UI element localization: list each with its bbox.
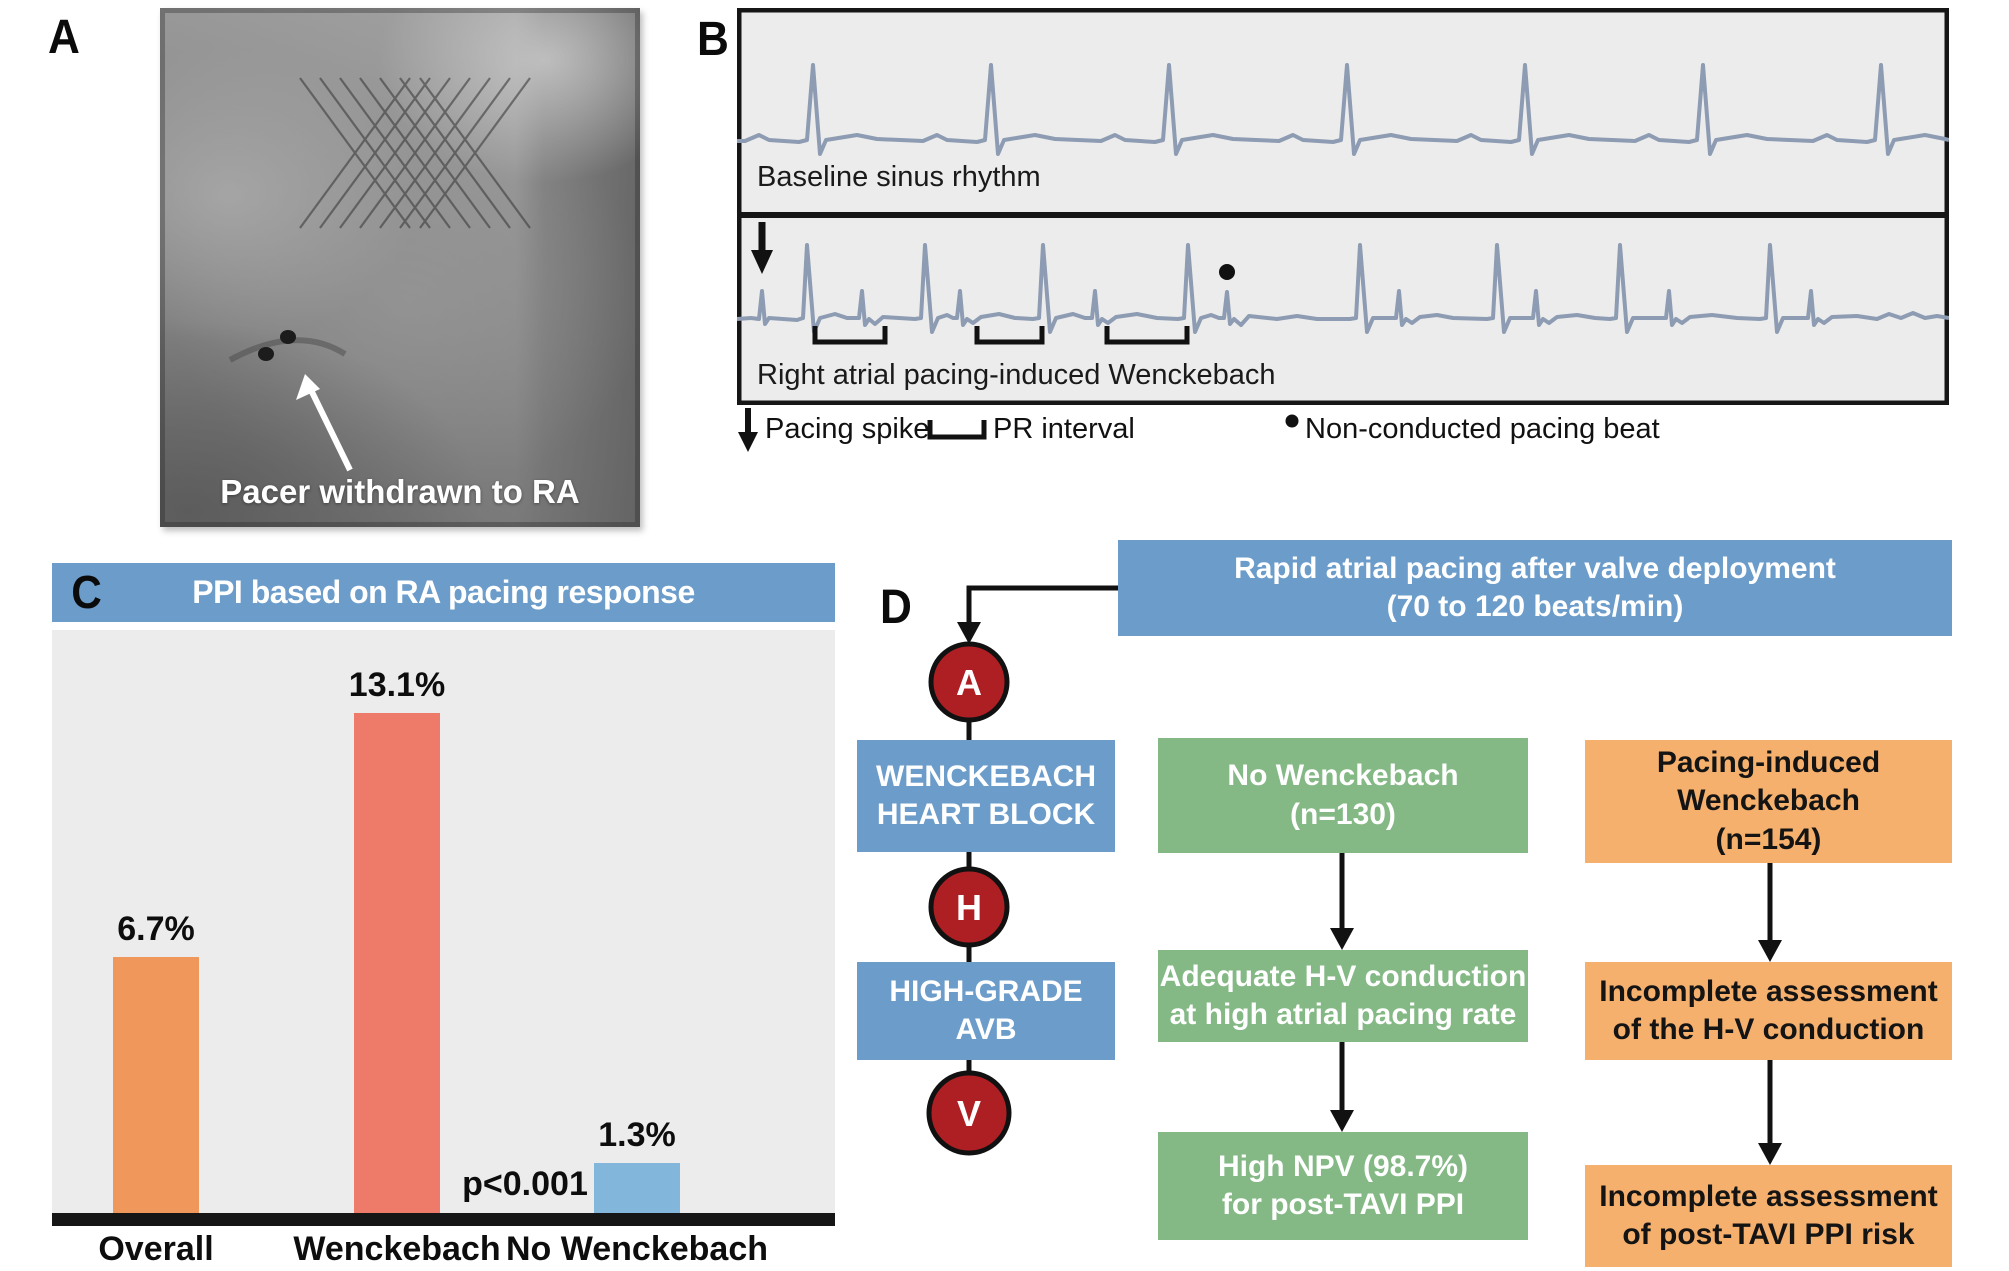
flow-box-line: AVB: [955, 1013, 1017, 1046]
svg-text:H: H: [956, 887, 982, 928]
ppi-chart-header: C PPI based on RA pacing response: [52, 563, 835, 622]
pacer-electrode-dot: [258, 347, 274, 361]
flow-box-line: Rapid atrial pacing after valve deployme…: [1234, 551, 1836, 585]
flow-box-line: Pacing-induced: [1656, 745, 1881, 779]
bar-value-label: 6.7%: [117, 910, 195, 948]
p-value-annotation: p<0.001: [462, 1165, 588, 1203]
pacing-spike-arrow-icon: [751, 222, 773, 274]
pacer-electrode-dot: [280, 330, 296, 344]
strip2-label: Right atrial pacing-induced Wenckebach: [757, 359, 1276, 391]
flow-box-line: Adequate H-V conduction: [1159, 959, 1527, 993]
flow-box-high-grade-avb: HIGH-GRADE AVB: [857, 962, 1115, 1060]
flow-box-line: (n=130): [1290, 797, 1396, 831]
flow-box-line: No Wenckebach: [1227, 759, 1459, 793]
legend-pr-interval: PR interval: [927, 404, 1135, 454]
strip1-label: Baseline sinus rhythm: [757, 161, 1041, 193]
ppi-category-row: Overall Wenckebach No Wenckebach: [52, 1230, 835, 1270]
legend-label: PR interval: [993, 412, 1135, 445]
flow-box-pacing-induced-wenckebach: Pacing-induced Wenckebach (n=154): [1585, 740, 1952, 863]
bar-value-label: 1.3%: [598, 1116, 676, 1154]
circle-a: A: [928, 641, 1010, 723]
flow-box-line: (n=154): [1715, 822, 1822, 856]
dot-icon: [1285, 414, 1299, 428]
flow-box-no-wenckebach: No Wenckebach (n=130): [1158, 738, 1528, 853]
flow-box-line: High NPV (98.7%): [1217, 1149, 1469, 1183]
legend-label: Non-conducted pacing beat: [1305, 412, 1660, 445]
down-arrow-icon: [738, 408, 758, 452]
legend-label: Pacing spike: [765, 412, 930, 445]
circle-v: V: [926, 1070, 1012, 1156]
panel-d-label: D: [880, 581, 912, 634]
flow-box-incomplete-hv: Incomplete assessment of the H-V conduct…: [1585, 962, 1952, 1060]
flow-box-line: HEART BLOCK: [876, 798, 1096, 831]
arrowhead-icon: [957, 622, 981, 644]
flow-box-line: of the H-V conduction: [1612, 1013, 1925, 1046]
category-label: Overall: [98, 1230, 214, 1268]
category-label: No Wenckebach: [505, 1230, 768, 1268]
svg-text:V: V: [957, 1093, 981, 1134]
ppi-plot-area: p<0.001 6.7% 13.1% 1.3%: [52, 630, 835, 1226]
pr-interval-brackets: [812, 326, 1190, 345]
legend-non-conducted: Non-conducted pacing beat: [1285, 404, 1660, 454]
flow-box-rapid-pacing: Rapid atrial pacing after valve deployme…: [1118, 540, 1952, 636]
flow-box-high-npv: High NPV (98.7%) for post-TAVI PPI: [1158, 1132, 1528, 1240]
panel-a-caption: Pacer withdrawn to RA: [220, 473, 580, 510]
pacer-arrow-icon: [296, 374, 353, 472]
flow-box-line: Incomplete assessment: [1599, 974, 1938, 1008]
legend-pacing-spike: Pacing spike: [737, 404, 929, 454]
ecg-strips: Baseline sinus rhythm Right atrial pacin…: [737, 8, 1949, 405]
flow-box-line: for post-TAVI PPI: [1221, 1188, 1465, 1221]
flow-box-wenckebach-heart-block: WENCKEBACH HEART BLOCK: [857, 740, 1115, 852]
circle-h: H: [928, 866, 1010, 948]
bracket-icon: [927, 420, 987, 440]
fluoroscopy-image: Pacer withdrawn to RA: [160, 8, 640, 527]
flow-box-incomplete-ppi-risk: Incomplete assessment of post-TAVI PPI r…: [1585, 1165, 1952, 1267]
flow-box-line: (70 to 120 beats/min): [1386, 590, 1684, 623]
non-conducted-beat-dot: [1219, 264, 1235, 280]
flow-box-line: Wenckebach: [1677, 784, 1860, 818]
flow-box-line: of post-TAVI PPI risk: [1622, 1218, 1915, 1251]
bar-wenckebach: [354, 713, 440, 1213]
bar-value-label: 13.1%: [348, 666, 446, 704]
bar-no-wenckebach: [594, 1163, 680, 1213]
flow-box-line: Incomplete assessment: [1599, 1179, 1938, 1213]
svg-text:A: A: [956, 662, 982, 703]
ppi-chart-title: PPI based on RA pacing response: [192, 574, 695, 610]
elbow-connector: [966, 585, 1118, 626]
flow-box-line: HIGH-GRADE: [889, 974, 1083, 1008]
flow-box-line: WENCKEBACH: [876, 759, 1096, 793]
ecg-trace-paced-wenckebach: [737, 243, 1949, 334]
x-axis-line: [52, 1213, 835, 1226]
flow-box-line: at high atrial pacing rate: [1169, 998, 1517, 1031]
panel-b-label: B: [697, 13, 729, 66]
category-label: Wenckebach: [293, 1230, 501, 1268]
fluoroscopy-overlay: [228, 77, 531, 472]
flow-box-adequate-hv: Adequate H-V conduction at high atrial p…: [1158, 950, 1528, 1042]
ecg-frame: [737, 8, 1949, 405]
stent-mesh-icon: [299, 77, 531, 229]
panel-a-label: A: [48, 11, 80, 64]
bar-overall: [113, 957, 199, 1213]
ecg-legend: Pacing spike PR interval Non-conducted p…: [737, 404, 1949, 454]
ecg-trace-baseline-rhythm: [737, 63, 1949, 156]
panel-c-label: C: [71, 566, 102, 618]
